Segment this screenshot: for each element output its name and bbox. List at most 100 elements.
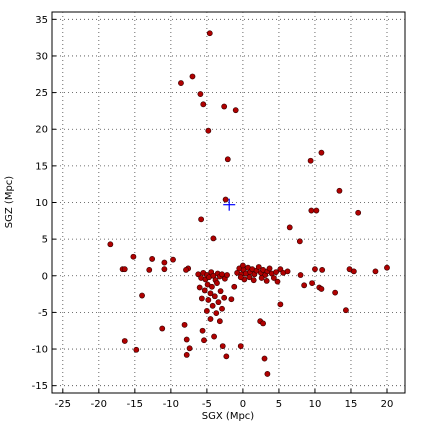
y-tick-label: -15 [32,381,48,392]
point [336,187,343,194]
point [250,277,257,284]
point [222,196,229,203]
point [121,338,128,344]
x-tick-label: -20 [91,399,107,410]
x-tick-label: 20 [381,399,394,410]
point [319,267,326,273]
y-tick-label: 25 [35,88,48,99]
x-tick-label: -25 [55,399,71,410]
point [301,282,308,289]
point [183,351,190,358]
point [139,292,145,299]
point [332,289,339,296]
point [201,287,208,294]
point [309,280,315,286]
point [161,266,168,273]
point [199,327,206,334]
point [186,345,193,352]
point [205,297,212,303]
x-tick-label: -15 [127,399,143,410]
point [170,256,176,263]
y-tick-label: 0 [42,271,48,282]
y-tick-label: 10 [35,198,48,209]
point [206,30,213,37]
point [223,353,230,360]
x-tick-label: -5 [202,399,212,410]
point [286,224,293,231]
point [211,293,218,300]
point [133,346,140,353]
point [207,316,214,322]
point [198,216,205,223]
point [181,321,188,328]
point [196,284,203,291]
point [343,307,349,314]
x-tick-label: -10 [163,399,179,410]
point [211,333,217,340]
point [107,241,114,248]
point [216,318,223,325]
y-tick-label: -5 [38,308,48,319]
point [255,264,262,270]
point [297,272,304,278]
point [214,280,220,286]
point [274,278,281,285]
point [149,256,156,262]
point [384,264,390,271]
point [260,320,266,327]
point [270,275,277,281]
y-tick-label: 20 [35,125,48,136]
point [263,277,270,284]
point [217,288,224,295]
y-axis-label: SGZ (Mpc) [4,176,15,229]
point [159,325,166,332]
point [207,290,214,297]
point [221,103,228,110]
point [258,275,265,281]
point [232,107,239,114]
point [161,259,168,266]
point [237,343,244,350]
point [209,283,215,290]
point [221,294,228,301]
point [223,198,236,211]
y-tick-label: 35 [35,15,48,26]
x-axis-label: SGX (Mpc) [202,411,255,422]
point [284,268,291,275]
point [224,156,231,163]
point [277,301,284,308]
point [318,149,325,156]
y-tick-label: 15 [35,161,48,172]
point [313,207,320,214]
point [210,235,217,242]
point [261,355,268,362]
point [203,308,210,314]
point [237,274,244,281]
point [189,73,196,80]
point [318,286,325,292]
y-tick-label: 5 [42,235,48,246]
point [228,296,235,303]
point [130,253,137,260]
point [273,269,279,276]
y-tick-label: -10 [32,345,48,356]
point [219,343,226,350]
x-tick-label: 10 [309,399,322,410]
point [219,305,225,312]
point [205,127,212,134]
point [201,337,207,344]
point [121,266,128,273]
point [178,80,184,86]
point [355,209,362,216]
point [146,267,153,273]
y-tick-label: 30 [35,51,48,62]
point [183,336,190,343]
point [240,262,246,269]
x-tick-label: 5 [276,399,282,410]
point [308,207,315,214]
point [246,274,253,281]
point [215,299,222,306]
point [209,302,216,309]
point [231,283,238,290]
